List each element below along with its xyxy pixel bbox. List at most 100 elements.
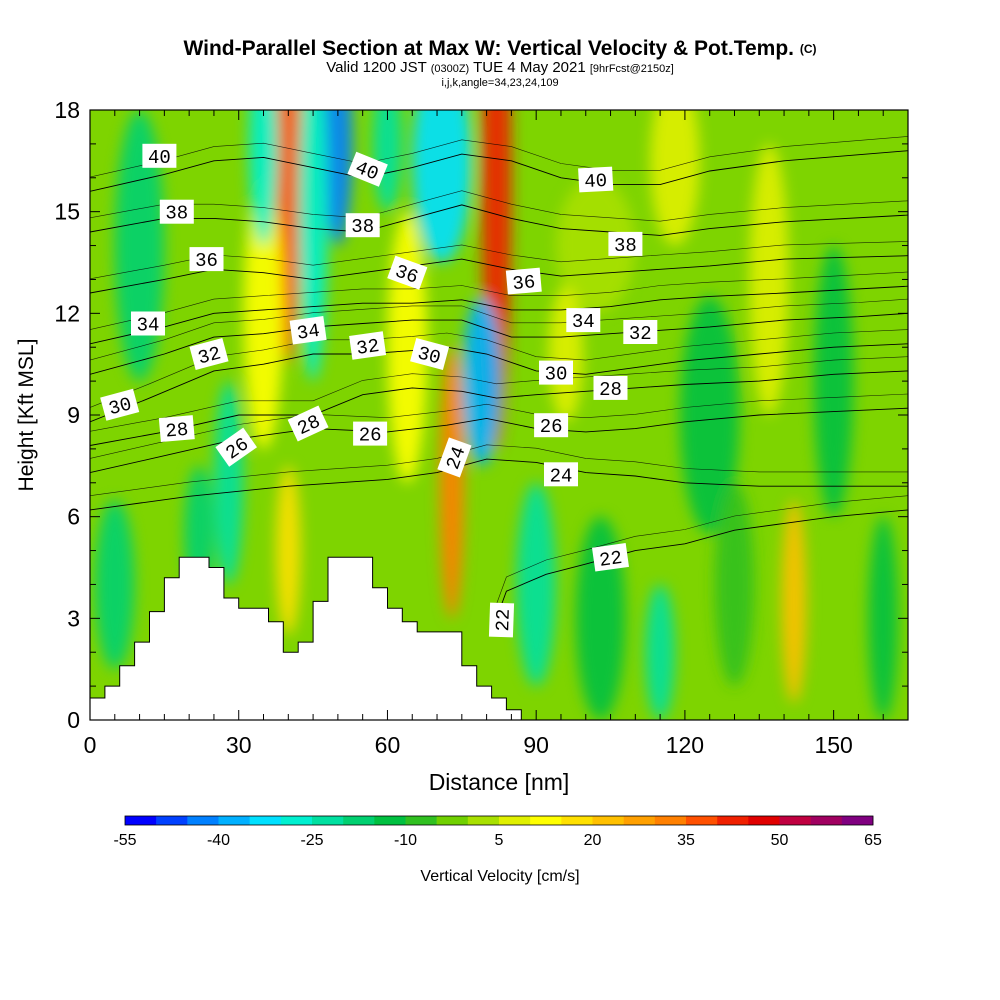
theta-contour-minor bbox=[90, 444, 908, 496]
colorbar-swatch bbox=[467, 816, 500, 825]
colorbar-swatch bbox=[125, 816, 157, 825]
colorbar-swatch bbox=[187, 816, 219, 825]
title-block: Wind-Parallel Section at Max W: Vertical… bbox=[0, 38, 1000, 90]
theta-contour-26 bbox=[90, 407, 908, 474]
colorbar-tick-label: -40 bbox=[207, 832, 230, 849]
y-tick-label: 0 bbox=[67, 707, 80, 733]
colorbar-swatch bbox=[779, 816, 811, 825]
colorbar-tick-label: 5 bbox=[495, 832, 504, 849]
colorbar-swatch bbox=[686, 816, 718, 825]
theta-contour-minor bbox=[90, 393, 908, 459]
velocity-cell-23 bbox=[548, 286, 584, 422]
colorbar-swatch bbox=[748, 816, 780, 825]
velocity-cell-11 bbox=[213, 381, 244, 585]
contour-label: 26 bbox=[353, 421, 388, 447]
colorbar-swatch bbox=[654, 816, 687, 825]
contour-label-text: 26 bbox=[359, 425, 382, 447]
contour-label: 36 bbox=[189, 247, 224, 272]
contour-label: 34 bbox=[131, 311, 165, 337]
contour-label-text: 40 bbox=[148, 147, 171, 169]
colorbar-swatch bbox=[717, 816, 749, 825]
contour-label-text: 26 bbox=[540, 416, 563, 438]
colorbar-swatch bbox=[436, 816, 469, 825]
theta-contour-minor bbox=[90, 329, 908, 408]
theta-contour-minor bbox=[90, 136, 908, 178]
y-axis-title: Height [Kft MSL] bbox=[15, 339, 38, 492]
colorbar-swatch bbox=[280, 816, 313, 825]
contour-label-text: 32 bbox=[355, 335, 381, 360]
valid-time-line: Valid 1200 JST (0300Z) TUE 4 May 2021 [9… bbox=[326, 59, 674, 76]
theta-contour-32 bbox=[90, 312, 908, 375]
y-tick-label: 9 bbox=[67, 402, 80, 428]
contour-label-text: 34 bbox=[296, 320, 322, 345]
contour-label: 24 bbox=[544, 462, 578, 487]
colorbar-tick-label: 50 bbox=[771, 832, 789, 849]
colorbar-swatch bbox=[561, 816, 593, 825]
contour-label-text: 38 bbox=[351, 216, 374, 238]
velocity-cell-4 bbox=[372, 110, 403, 212]
colorbar-swatch bbox=[499, 816, 531, 825]
velocity-cell-1 bbox=[275, 465, 301, 636]
contour-label-text: 34 bbox=[137, 315, 160, 337]
y-tick-label: 15 bbox=[54, 199, 80, 225]
colorbar-swatch bbox=[530, 816, 562, 825]
colorbar-swatch bbox=[374, 816, 406, 825]
terrain bbox=[90, 556, 522, 720]
contour-label: 28 bbox=[593, 375, 628, 401]
colorbar-tick-label: -10 bbox=[394, 832, 417, 849]
x-tick-label: 90 bbox=[523, 732, 549, 758]
colorbar-swatch bbox=[841, 816, 874, 825]
contour-label: 28 bbox=[158, 415, 195, 443]
theta-contour-36 bbox=[90, 255, 908, 294]
x-axis: 0 30 60 90 120 150 bbox=[84, 110, 909, 758]
contour-label: 22 bbox=[488, 602, 515, 638]
contour-label: 38 bbox=[159, 199, 194, 225]
contour-label: 32 bbox=[349, 331, 387, 360]
theta-contour-minor bbox=[90, 190, 908, 222]
x-tick-label: 60 bbox=[375, 732, 401, 758]
colorbar-swatch bbox=[592, 816, 624, 825]
colorbar-tick-label: -25 bbox=[300, 832, 323, 849]
contour-label: 22 bbox=[591, 543, 630, 572]
colorbar: -55 -40 -25 -10 5 20 35 50 65 bbox=[113, 815, 882, 849]
theta-contour-minor bbox=[90, 356, 908, 432]
x-axis-title: Distance [nm] bbox=[429, 769, 570, 795]
y-tick-label: 6 bbox=[67, 504, 80, 530]
contour-label-text: 22 bbox=[598, 547, 624, 572]
contour-label-text: 22 bbox=[492, 608, 515, 632]
colorbar-swatch bbox=[156, 816, 188, 825]
x-tick-label: 150 bbox=[814, 732, 852, 758]
colorbar-swatch bbox=[218, 816, 250, 825]
velocity-cell-22 bbox=[556, 177, 636, 314]
colorbar-swatch bbox=[623, 816, 656, 825]
copyright-mark: (C) bbox=[799, 42, 817, 56]
contour-label-text: 36 bbox=[195, 250, 218, 272]
velocity-cell-3 bbox=[298, 110, 328, 382]
contour-label: 30 bbox=[100, 388, 140, 421]
contour-label-text: 40 bbox=[584, 170, 608, 193]
contour-label: 40 bbox=[142, 143, 177, 169]
contour-label: 40 bbox=[578, 166, 614, 193]
colorbar-tick-label: -55 bbox=[113, 832, 136, 849]
contour-label: 38 bbox=[345, 213, 380, 238]
potential-temperature-contours bbox=[90, 136, 908, 619]
theta-contour-24 bbox=[90, 458, 908, 511]
colorbar-swatch bbox=[312, 816, 344, 825]
velocity-cell-20 bbox=[679, 296, 740, 534]
theta-contour-38 bbox=[90, 204, 908, 236]
contour-label: 34 bbox=[566, 308, 601, 333]
theta-contour-40 bbox=[90, 150, 908, 192]
contour-label-text: 36 bbox=[512, 271, 537, 295]
colorbar-swatch bbox=[249, 816, 282, 825]
colorbar-tick-label: 20 bbox=[584, 832, 602, 849]
contour-label: 34 bbox=[289, 316, 327, 345]
contour-label-text: 28 bbox=[599, 379, 622, 401]
velocity-cell-27 bbox=[714, 482, 755, 687]
contour-label: 26 bbox=[534, 413, 569, 438]
grid-indices-line: i,j,k,angle=34,23,24,109 bbox=[441, 77, 559, 89]
colorbar-frame bbox=[124, 815, 874, 826]
contour-label-text: 28 bbox=[165, 419, 190, 443]
